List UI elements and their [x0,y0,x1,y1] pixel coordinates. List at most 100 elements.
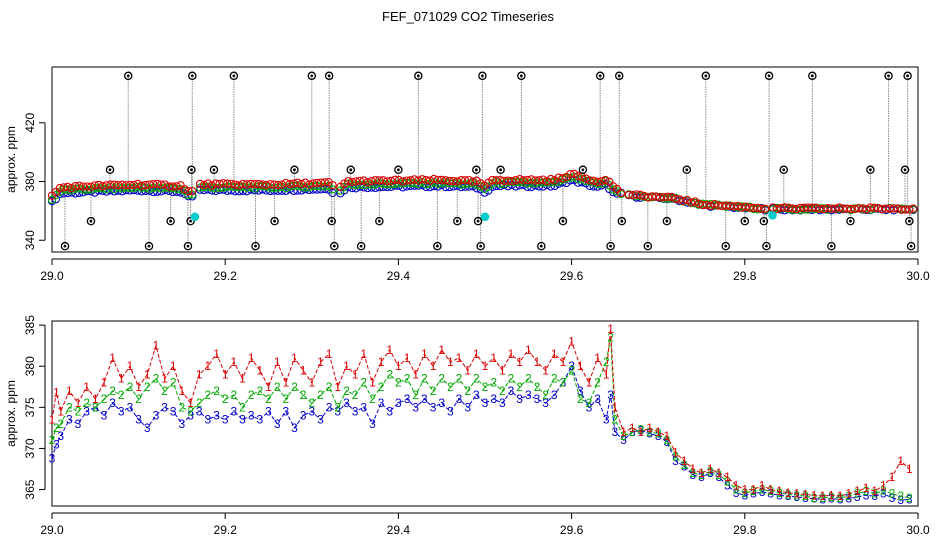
outlier-point-core [810,74,814,78]
series-1-digit: 1 [161,372,168,386]
outlier-point [473,216,483,226]
outlier-point-core [416,74,420,78]
series-1-digit: 1 [767,483,774,497]
outlier-point-core [499,168,502,172]
outlier-point [186,216,195,226]
data-point-1 [203,179,213,188]
series-1-digit: 1 [871,484,878,498]
x-tick-label: 30.0 [906,523,930,537]
series-3-digit: 3 [863,488,870,502]
series-3-digit: 3 [811,492,818,506]
data-point-1 [71,181,80,191]
data-point-1 [437,175,446,185]
outlier-point [517,71,526,81]
outlier-point-core [455,219,459,223]
series-2-digit: 2 [144,380,151,394]
series-1-digit: 1 [906,462,913,476]
series-2-digit: 2 [741,486,748,500]
series-3-digit: 3 [360,400,367,414]
data-point-1 [238,179,248,189]
outlier-point [433,241,442,251]
data-point-1 [386,176,396,186]
data-point-1 [858,204,867,213]
data-point-1 [262,180,271,190]
data-point-1 [885,204,895,213]
outlier-point [209,165,219,175]
series-1-digit: 1 [837,489,844,503]
series-1-digit: 1 [629,421,636,435]
series-3-digit: 3 [638,423,645,437]
series-2-digit: 2 [560,376,567,390]
series-1-digit: 1 [802,487,809,501]
outlier-point-core [704,74,708,78]
series-1-digit: 1 [334,380,341,394]
y-tick-label: 380 [23,171,37,191]
outlier-point [290,165,299,175]
data-point-1 [647,192,657,201]
outlier-point [123,71,133,81]
data-point-1 [667,192,676,202]
data-point-2 [546,178,555,187]
outlier-point-core [273,219,276,223]
data-point-2 [293,181,302,190]
y-tick-label: 385 [23,315,37,335]
outlier-point [808,71,817,81]
outlier-point [827,241,836,251]
data-point-1 [788,204,797,213]
outlier-point-core [397,168,400,172]
outlier-point [779,165,789,175]
outlier-point-core [435,244,439,248]
data-point-1 [86,182,96,191]
series-2-digit: 2 [334,400,341,414]
data-point-1 [382,177,392,186]
series-3-digit: 3 [689,468,696,482]
data-point-1 [110,180,119,189]
series-1-digit: 1 [222,367,229,381]
series-2-digit: 2 [57,417,64,431]
series-2-digit: 2 [776,486,783,500]
data-point-1 [269,180,279,189]
x-tick-label: 29.6 [560,269,584,283]
data-point-1 [616,188,626,198]
data-point-2 [866,205,875,214]
data-point-1 [659,192,668,202]
series-1-digit: 1 [57,404,64,418]
data-point-2 [328,185,337,194]
series-2-digit: 2 [118,388,125,402]
data-point-2 [203,182,213,192]
data-point-1 [784,203,793,212]
series-2-digit: 2 [689,466,696,480]
calibration-marker [768,210,777,220]
data-point-1 [215,179,224,189]
series-2-digit: 2 [369,392,376,406]
series-3-digit: 3 [109,396,116,410]
series-2-digit: 2 [802,489,809,503]
series-1-digit: 1 [724,470,731,484]
series-3-digit: 3 [551,388,558,402]
series-2-digit: 2 [92,400,99,414]
outlier-point [721,241,730,251]
outlier-point-core [89,219,93,223]
outlier-point [903,71,912,81]
series-3-digit: 3 [482,396,489,410]
series-3-digit: 3 [568,359,575,373]
series-2-digit: 2 [447,380,454,394]
data-point-3 [106,186,115,195]
series-2-digit: 2 [733,483,740,497]
series-2-digit: 2 [854,487,861,501]
series-2-digit: 2 [473,372,480,386]
series-1-digit: 1 [386,343,393,357]
series-3-digit: 3 [49,451,56,465]
plot-frame [51,66,919,253]
data-point-1 [312,178,322,188]
outlier-point [866,165,875,175]
series-3-digit: 3 [404,392,411,406]
data-point-1 [877,205,887,214]
data-point-1 [379,176,388,185]
series-2-digit: 2 [430,384,437,398]
series-1-digit: 1 [785,486,792,500]
outlier-point [595,71,605,81]
series-3-digit: 3 [430,400,437,414]
outlier-point [188,71,197,81]
